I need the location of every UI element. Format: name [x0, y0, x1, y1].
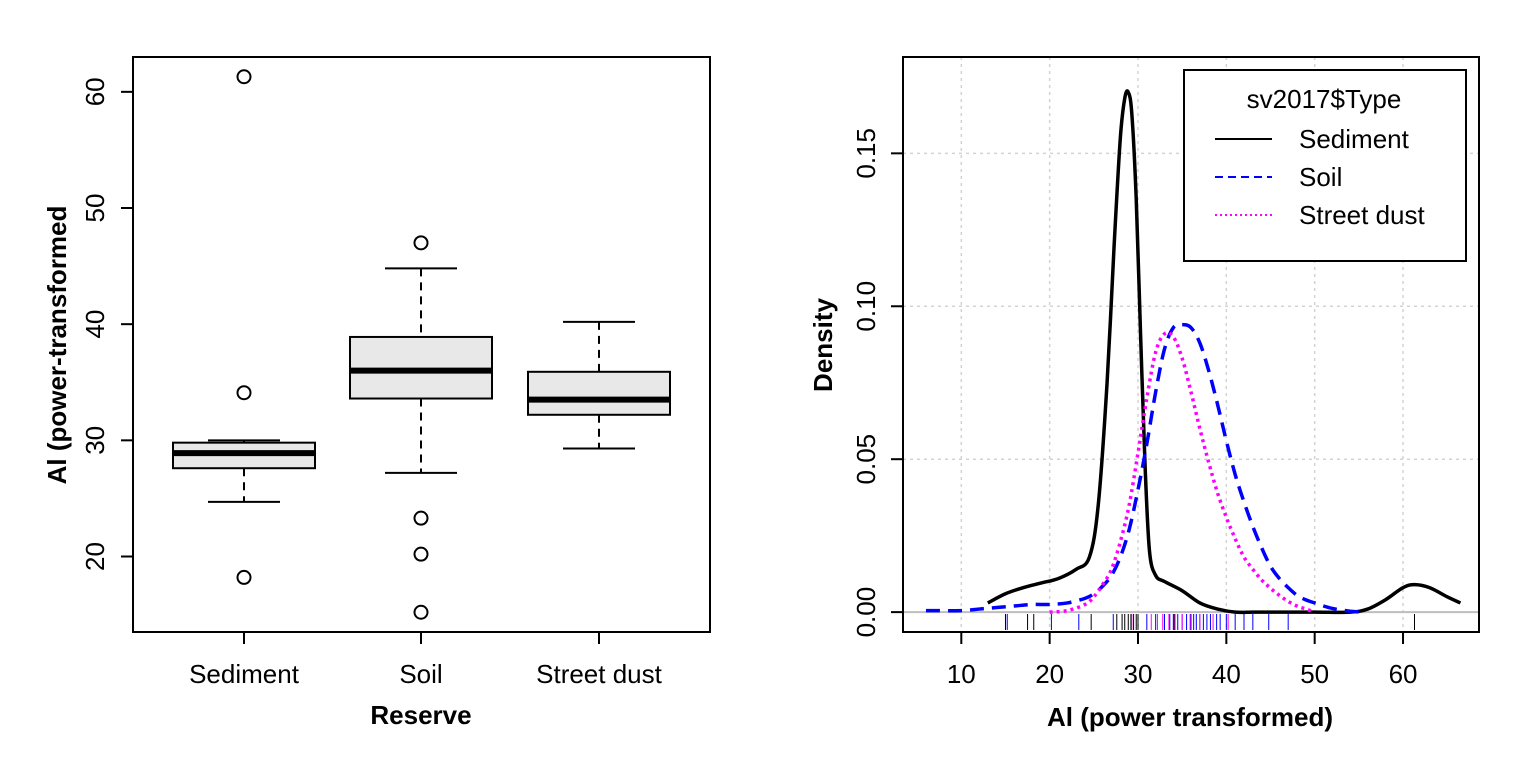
outlier-point	[413, 235, 429, 251]
outlier-point	[236, 385, 252, 401]
y-tick-label: 0.10	[851, 281, 881, 332]
density-chart: 0.00 0.05 0.10 0.15 10 20 30 40 50 60 sv2017$Typ…	[808, 56, 1480, 732]
y-tick-label: 40	[80, 310, 110, 339]
density-frame	[902, 56, 1480, 633]
density-rug	[1004, 614, 1416, 630]
outlier-point	[413, 546, 429, 562]
box-sediment	[172, 69, 316, 585]
box-soil	[349, 235, 493, 620]
x-tick-label: 20	[1035, 659, 1064, 689]
iqr-box	[527, 370, 671, 416]
y-tick-label: 0.15	[851, 128, 881, 179]
boxplot-chart: 20 30 40 50 60 Sediment Soil Street dust Reser…	[42, 56, 711, 730]
y-tick-label: 0.00	[851, 587, 881, 638]
outlier-point	[413, 604, 429, 620]
outlier-point	[236, 569, 252, 585]
box-street-dust	[527, 320, 671, 450]
x-tick-label: 40	[1212, 659, 1241, 689]
outlier-point	[413, 510, 429, 526]
density-lines	[925, 89, 1462, 615]
x-tick-label: Soil	[399, 659, 442, 689]
boxplot-boxes	[172, 69, 671, 620]
legend-label: Sediment	[1299, 124, 1410, 154]
legend-title: sv2017$Type	[1247, 84, 1402, 114]
x-tick-label: 50	[1300, 659, 1329, 689]
x-tick-label: Street dust	[536, 659, 663, 689]
boxplot-x-label: Reserve	[370, 700, 471, 730]
density-legend: sv2017$Type Sediment Soil Street dust	[1183, 69, 1467, 262]
density-x-axis: 10 20 30 40 50 60	[947, 631, 1418, 689]
density-y-label: Density	[808, 298, 838, 392]
density-x-label: Al (power transformed)	[1047, 702, 1333, 732]
legend-label: Soil	[1299, 162, 1342, 192]
x-tick-label: 30	[1124, 659, 1153, 689]
density-line-sediment	[986, 89, 1462, 615]
x-tick-label: 60	[1389, 659, 1418, 689]
x-tick-label: 10	[947, 659, 976, 689]
boxplot-y-axis: 20 30 40 50 60	[80, 77, 134, 571]
density-y-axis: 0.00 0.05 0.10 0.15	[851, 128, 904, 638]
legend-items: Sediment Soil Street dust	[1215, 124, 1426, 230]
x-tick-label: Sediment	[189, 659, 300, 689]
legend-box	[1183, 69, 1467, 262]
y-tick-label: 30	[80, 426, 110, 455]
y-tick-label: 20	[80, 542, 110, 571]
y-tick-label: 50	[80, 194, 110, 223]
legend-label: Street dust	[1299, 200, 1426, 230]
boxplot-x-axis: Sediment Soil Street dust	[189, 631, 663, 689]
outlier-point	[236, 69, 252, 85]
y-tick-label: 0.05	[851, 434, 881, 485]
density-line-street-dust	[1049, 330, 1316, 614]
density-line-soil	[925, 322, 1364, 614]
y-tick-label: 60	[80, 77, 110, 106]
boxplot-y-label: Al (power-transformed	[42, 206, 72, 485]
